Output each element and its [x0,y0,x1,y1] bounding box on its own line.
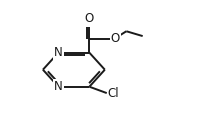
Text: O: O [111,32,120,45]
Text: O: O [85,12,94,25]
Text: Cl: Cl [108,87,119,100]
Text: N: N [54,46,63,59]
Text: N: N [54,80,63,93]
